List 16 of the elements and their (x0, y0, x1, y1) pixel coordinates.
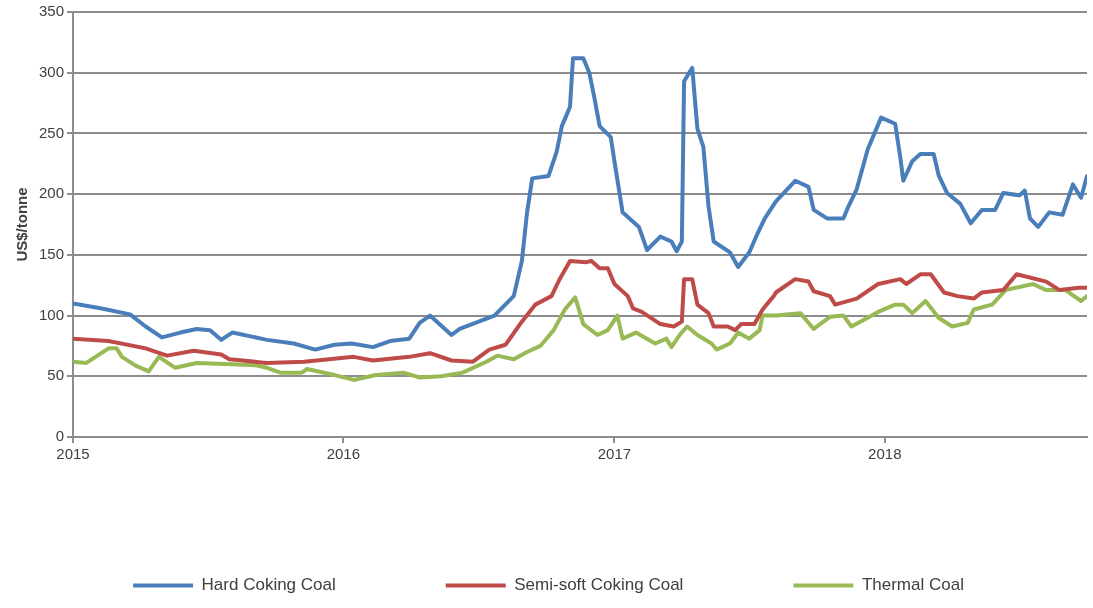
y-tick-label: 50 (47, 366, 65, 384)
y-tick-label: 150 (39, 245, 65, 262)
x-tick-label: 2017 (597, 445, 632, 463)
legend-label: Semi-soft Coking Coal (514, 575, 684, 595)
legend-label: Thermal Coal (861, 575, 964, 595)
x-tick-label: 2016 (326, 445, 361, 463)
y-tick-label: 300 (39, 62, 65, 80)
x-tick-label: 2015 (56, 445, 90, 463)
y-tick-label: 250 (39, 123, 65, 141)
y-tick-label: 350 (39, 2, 65, 20)
x-tick-label: 2018 (868, 445, 902, 463)
y-tick-label: 100 (39, 305, 65, 323)
y-axis-title: US$/tonne (13, 187, 31, 262)
y-tick-label: 0 (55, 427, 65, 445)
legend-label: Hard Coking Coal (201, 575, 336, 595)
y-tick-label: 200 (39, 184, 65, 202)
